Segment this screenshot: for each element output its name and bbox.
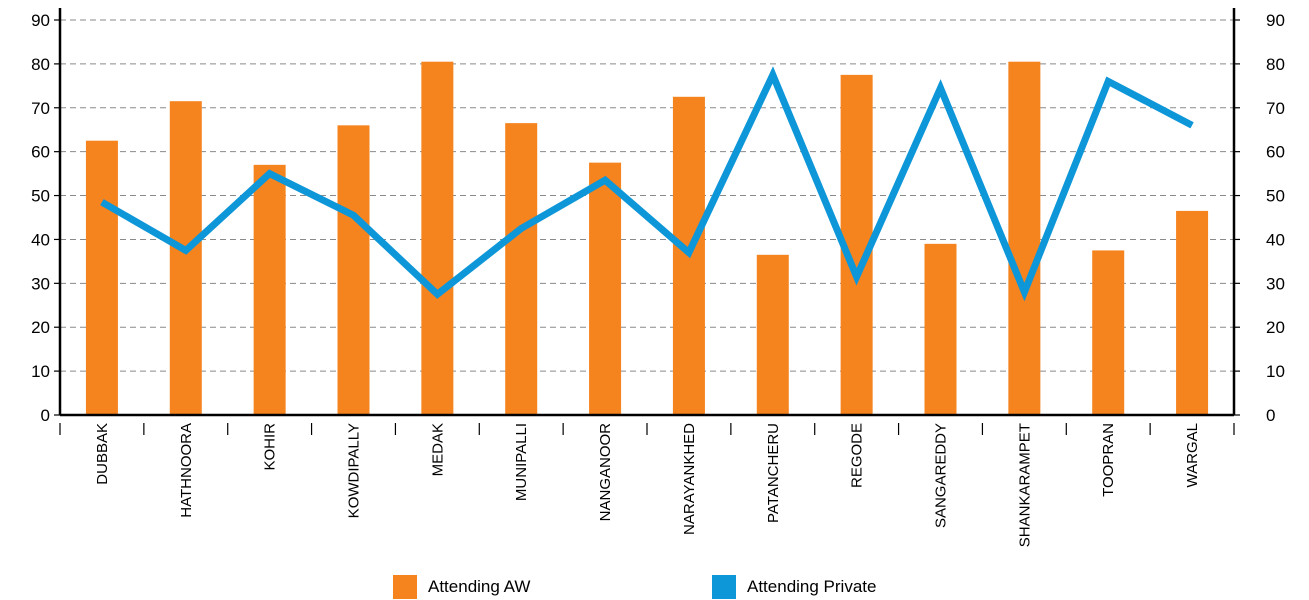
category-label: PATANCHERU bbox=[765, 423, 782, 523]
category-label: SHANKARAMPET bbox=[1016, 423, 1033, 547]
y-tick-label: 90 bbox=[31, 11, 50, 30]
x-axis-category-labels: DUBBAK HATHNOORA KOHIR KOWDIPALLY MEDAK MUNIP… bbox=[59, 423, 1235, 547]
bar bbox=[1176, 210, 1209, 415]
category-label: WARGAL bbox=[1184, 423, 1201, 487]
y-axis-left-ticks: 0 10 20 30 40 50 60 70 80 90 bbox=[31, 11, 60, 425]
line-attending-private bbox=[100, 66, 1194, 302]
bar bbox=[756, 254, 789, 415]
bar bbox=[1092, 250, 1125, 415]
y-tick-label: 50 bbox=[31, 187, 50, 206]
legend: Attending AW Attending Private bbox=[393, 575, 876, 599]
y-tick-label: 70 bbox=[31, 99, 50, 118]
y2-tick-label: 70 bbox=[1266, 99, 1285, 118]
legend-label: Attending Private bbox=[747, 577, 876, 596]
y-tick-label: 0 bbox=[41, 406, 50, 425]
bar bbox=[1008, 61, 1041, 415]
y2-tick-label: 80 bbox=[1266, 55, 1285, 74]
category-label: TOOPRAN bbox=[1100, 423, 1117, 497]
bar bbox=[924, 243, 957, 415]
y2-tick-label: 20 bbox=[1266, 318, 1285, 337]
grid-lines bbox=[60, 19, 1234, 372]
category-label: KOWDIPALLY bbox=[346, 423, 363, 518]
category-label: NARAYANKHED bbox=[681, 423, 698, 535]
y2-tick-label: 60 bbox=[1266, 143, 1285, 162]
bar bbox=[505, 123, 538, 415]
y-tick-label: 20 bbox=[31, 318, 50, 337]
category-label: DUBBAK bbox=[94, 423, 111, 485]
y-axis-right-ticks: 0 10 20 30 40 50 60 70 80 90 bbox=[1234, 11, 1285, 425]
legend-label: Attending AW bbox=[428, 577, 530, 596]
y2-tick-label: 30 bbox=[1266, 274, 1285, 293]
category-label: MUNIPALLI bbox=[513, 423, 530, 501]
y2-tick-label: 10 bbox=[1266, 362, 1285, 381]
bar bbox=[589, 162, 622, 415]
y2-tick-label: 40 bbox=[1266, 230, 1285, 249]
y2-tick-label: 50 bbox=[1266, 187, 1285, 206]
category-label: NANGANOOR bbox=[597, 423, 614, 522]
series-line bbox=[100, 66, 1194, 302]
legend-swatch bbox=[393, 575, 417, 599]
bar bbox=[337, 125, 370, 415]
category-label: REGODE bbox=[849, 423, 866, 488]
bar bbox=[85, 140, 118, 415]
bar bbox=[253, 164, 286, 415]
category-label: SANGAREDDY bbox=[933, 423, 950, 528]
y-tick-label: 40 bbox=[31, 230, 50, 249]
category-label: KOHIR bbox=[262, 423, 279, 471]
bars-attending-aw bbox=[85, 61, 1209, 416]
y-tick-label: 80 bbox=[31, 55, 50, 74]
y2-tick-label: 90 bbox=[1266, 11, 1285, 30]
y2-tick-label: 0 bbox=[1266, 406, 1275, 425]
y-tick-label: 60 bbox=[31, 143, 50, 162]
legend-swatch bbox=[712, 575, 736, 599]
axes bbox=[58, 8, 1236, 417]
category-label: HATHNOORA bbox=[178, 423, 195, 518]
bar bbox=[169, 101, 202, 415]
bar bbox=[421, 61, 454, 415]
category-label: MEDAK bbox=[429, 423, 446, 476]
y-tick-label: 30 bbox=[31, 274, 50, 293]
y-tick-label: 10 bbox=[31, 362, 50, 381]
